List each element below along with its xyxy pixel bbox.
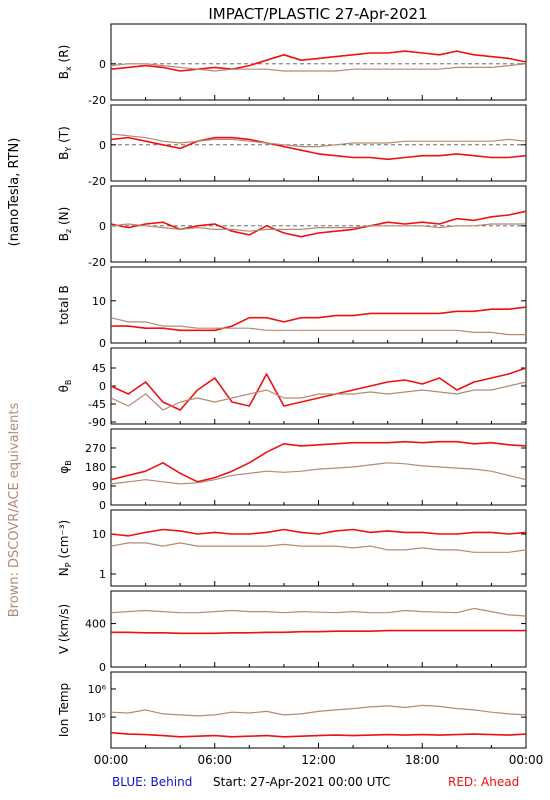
footer-red-label: RED: Ahead: [448, 775, 519, 789]
panel-frame: [110, 104, 527, 182]
y-axis-label-bz: Bz (N): [57, 207, 73, 242]
y-tick-label: 400: [85, 618, 106, 631]
y-tick-label: 45: [92, 362, 106, 375]
series-ahead-v: [111, 629, 526, 635]
series-brown-v: [110, 607, 527, 617]
y-tick-label: 180: [85, 461, 106, 474]
series-brown-bx: [110, 63, 527, 72]
series-brown-btot: [110, 317, 526, 336]
series-ahead-by: [110, 136, 527, 161]
series-brown-phi: [110, 462, 527, 485]
x-tick-label: 06:00: [197, 753, 232, 767]
footer-blue-label: BLUE: Behind: [112, 775, 192, 789]
y-tick-label: 10⁶: [88, 683, 107, 696]
series-ahead-bx: [110, 50, 527, 72]
y-tick-label: 90: [92, 480, 106, 493]
y-axis-label-btot: total B: [57, 285, 71, 325]
panel-v: 400 0 V (km/s): [57, 590, 527, 674]
series-brown-bz: [110, 223, 526, 232]
panel-by: 0 -20 BY (T): [57, 104, 527, 188]
y-axis-label-np: NP (cm⁻³): [57, 520, 73, 576]
series-ahead-bz: [110, 210, 527, 238]
x-tick-label: 12:00: [301, 753, 336, 767]
y-tick-label: 10: [92, 528, 106, 541]
series-ahead-phi: [110, 440, 527, 483]
x-tick-label: 00:00: [509, 753, 544, 767]
y-tick-label: 0: [99, 139, 106, 152]
y-tick-label: 0: [99, 337, 106, 350]
panel-temp: 10⁶ 10⁵ Ion Temp: [57, 671, 527, 749]
y-tick-label: -45: [88, 398, 106, 411]
y-axis-label-v: V (km/s): [57, 604, 71, 654]
series-ahead-btot: [111, 306, 527, 332]
panel-frame: [110, 185, 527, 263]
x-tick-label: 00:00: [94, 753, 129, 767]
y-tick-label: 1: [99, 568, 106, 581]
y-tick-label: 0: [99, 661, 106, 674]
panel-frame: [110, 23, 527, 101]
y-axis-label-theta: θB: [57, 380, 73, 393]
panel-frame: [110, 509, 527, 587]
panel-bx: 0 -20 Bx (R): [57, 23, 527, 107]
x-tick-label: 18:00: [405, 753, 440, 767]
series-ahead-np: [110, 528, 527, 537]
y-tick-label: 10: [92, 295, 106, 308]
y-tick-label: 0: [99, 58, 106, 71]
panel-frame: [110, 428, 527, 506]
y-tick-label: -20: [88, 256, 106, 269]
y-tick-label: -90: [88, 416, 106, 429]
y-tick-label: 0: [99, 499, 106, 512]
y-tick-label: -20: [88, 94, 106, 107]
series-ahead-temp: [110, 731, 527, 738]
panel-np: 10 1 NP (cm⁻³): [57, 509, 527, 587]
x-axis: 00:00 06:00 12:00 18:00 00:00: [94, 753, 544, 767]
y-axis-label-bx: Bx (R): [57, 45, 73, 79]
y-tick-label: -20: [88, 175, 106, 188]
series-ahead-theta: [110, 367, 527, 411]
series-brown-np: [110, 542, 527, 553]
y-tick-label: 0: [99, 380, 106, 393]
side-label-brown: Brown: DSCOVR/ACE equivalents: [7, 403, 22, 618]
panel-frame: [110, 590, 527, 668]
chart-title: IMPACT/PLASTIC 27-Apr-2021: [208, 5, 427, 23]
y-axis-label-by: BY (T): [57, 126, 73, 160]
footer-start-label: Start: 27-Apr-2021 00:00 UTC: [213, 775, 390, 789]
y-tick-label: 0: [99, 220, 106, 233]
y-tick-label: 10⁵: [88, 711, 106, 724]
series-brown-theta: [110, 381, 527, 411]
y-axis-label-phi: φB: [57, 460, 73, 473]
panel-theta: 45 0 -45 -90 θB: [57, 347, 527, 429]
series-brown-temp: [110, 704, 527, 717]
panel-btot: 10 0 total B: [57, 266, 527, 350]
y-tick-label: 270: [85, 442, 106, 455]
y-axis-label-temp: Ion Temp: [57, 683, 71, 737]
series-brown-by: [110, 133, 527, 148]
panel-phi: 270 180 90 0 φB: [57, 428, 527, 512]
panel-bz: 0 -20 Bz (N): [57, 185, 527, 269]
side-label-nanotesla: (nanoTesla, RTN): [7, 138, 22, 247]
